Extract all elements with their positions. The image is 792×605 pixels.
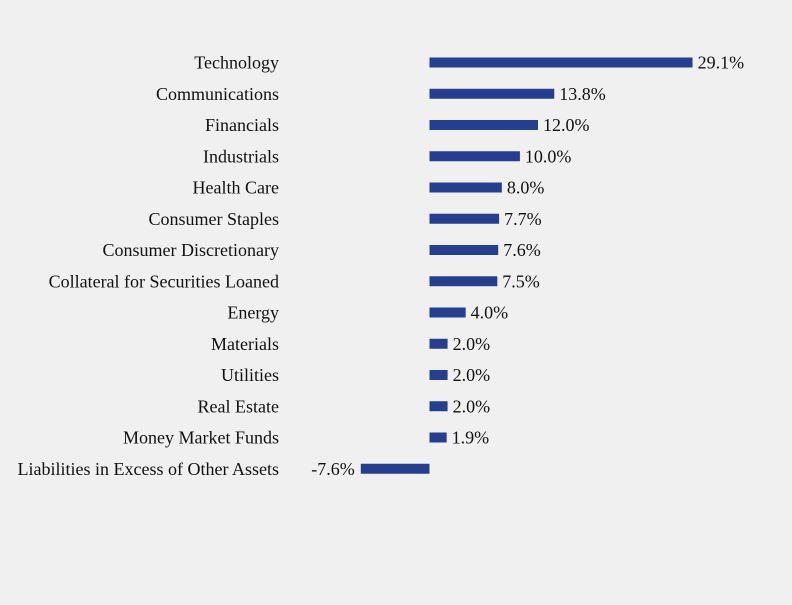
data-label: 10.0% <box>525 146 572 166</box>
bars <box>360 57 693 474</box>
bar <box>429 307 466 318</box>
bar <box>429 182 502 193</box>
data-labels: 29.1% 13.8% 12.0% 10.0% 8.0% 7.7% 7.6% 7.5% 4.0%… <box>311 53 744 479</box>
data-label: 12.0% <box>543 115 590 135</box>
bar <box>429 213 500 224</box>
data-label: -7.6% <box>311 459 355 479</box>
bar <box>429 88 555 99</box>
bar <box>429 432 447 443</box>
category-label: Consumer Discretionary <box>103 240 279 260</box>
category-label: Industrials <box>203 146 279 166</box>
data-label: 1.9% <box>452 428 490 448</box>
category-label: Health Care <box>193 178 279 198</box>
data-label: 8.0% <box>507 178 545 198</box>
bar <box>429 401 448 412</box>
category-label: Real Estate <box>198 396 279 416</box>
category-label: Utilities <box>221 365 279 385</box>
category-label: Communications <box>156 84 279 104</box>
data-label: 13.8% <box>559 84 606 104</box>
data-label: 2.0% <box>453 365 491 385</box>
data-label: 2.0% <box>453 396 491 416</box>
data-label: 7.5% <box>502 271 540 291</box>
category-label: Collateral for Securities Loaned <box>49 271 279 291</box>
category-label: Money Market Funds <box>123 428 279 448</box>
category-label: Consumer Staples <box>149 209 280 229</box>
category-label: Energy <box>227 303 279 323</box>
data-label: 29.1% <box>698 53 745 73</box>
bar <box>429 370 448 380</box>
category-label: Technology <box>194 53 279 73</box>
data-label: 7.7% <box>504 209 542 229</box>
bar <box>360 463 430 474</box>
category-labels: Technology Communications Financials Indust… <box>18 53 279 479</box>
data-label: 2.0% <box>453 334 491 354</box>
data-label: 4.0% <box>471 303 509 323</box>
bar <box>429 276 498 287</box>
bar <box>429 120 538 130</box>
bar <box>429 338 448 349</box>
category-label: Financials <box>205 115 279 135</box>
category-label: Materials <box>211 334 279 354</box>
bar <box>429 151 520 162</box>
category-label: Liabilities in Excess of Other Assets <box>18 459 279 479</box>
data-label: 7.6% <box>503 240 540 260</box>
bar <box>429 245 499 255</box>
bar <box>429 57 693 68</box>
